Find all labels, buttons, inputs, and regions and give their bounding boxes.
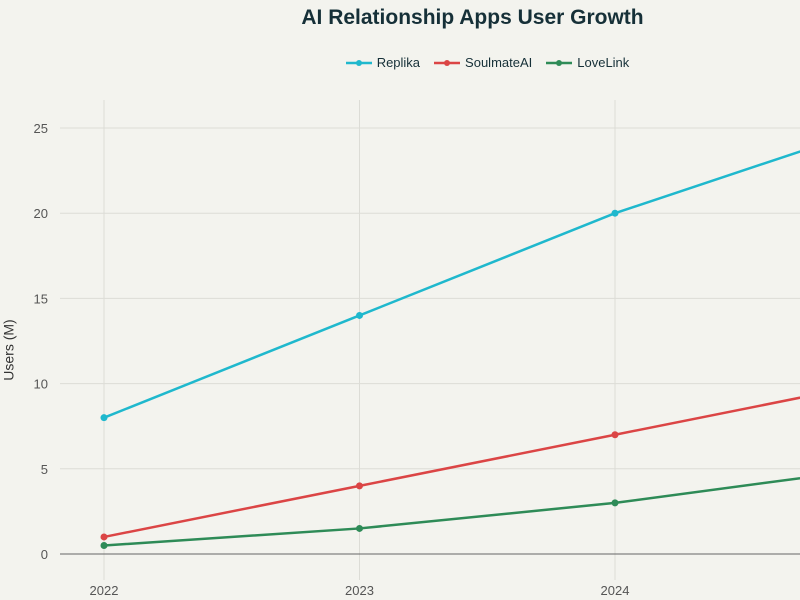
data-point-lovelink xyxy=(356,524,363,532)
legend-label: SoulmateAI xyxy=(465,55,533,70)
data-point-soulmateai xyxy=(100,533,108,541)
x-tick-label: 2022 xyxy=(90,583,119,598)
legend-swatch xyxy=(546,59,573,66)
legend-label: Replika xyxy=(376,55,421,70)
y-tick-label: 10 xyxy=(34,377,48,392)
legend-label: LoveLink xyxy=(577,55,630,70)
data-point-replika xyxy=(611,209,619,217)
y-tick-label: 20 xyxy=(34,206,48,221)
data-point-replika xyxy=(356,311,363,319)
series-line-replika xyxy=(103,150,800,419)
data-point-soulmateai xyxy=(356,482,363,490)
legend-swatch xyxy=(434,59,461,66)
data-point-soulmateai xyxy=(611,431,619,439)
legend-swatch xyxy=(345,59,372,66)
y-tick-label: 15 xyxy=(34,291,48,306)
y-tick-label: 0 xyxy=(41,547,48,562)
x-tick-label: 2024 xyxy=(601,583,630,598)
series-line-lovelink xyxy=(103,476,800,547)
data-point-lovelink xyxy=(100,541,108,549)
data-point-lovelink xyxy=(611,499,619,507)
legend-item[interactable]: SoulmateAI xyxy=(434,55,532,70)
legend: Replika SoulmateAI LoveLink xyxy=(0,55,800,70)
legend-item[interactable]: Replika xyxy=(345,55,421,70)
y-tick-label: 25 xyxy=(34,121,48,136)
chart-title: AI Relationship Apps User Growth xyxy=(301,6,644,29)
legend-item[interactable]: LoveLink xyxy=(546,55,629,70)
y-tick-label: 5 xyxy=(41,462,48,477)
x-tick-label: 2023 xyxy=(345,583,374,598)
series-line-soulmateai xyxy=(103,396,800,539)
data-point-replika xyxy=(100,414,108,422)
